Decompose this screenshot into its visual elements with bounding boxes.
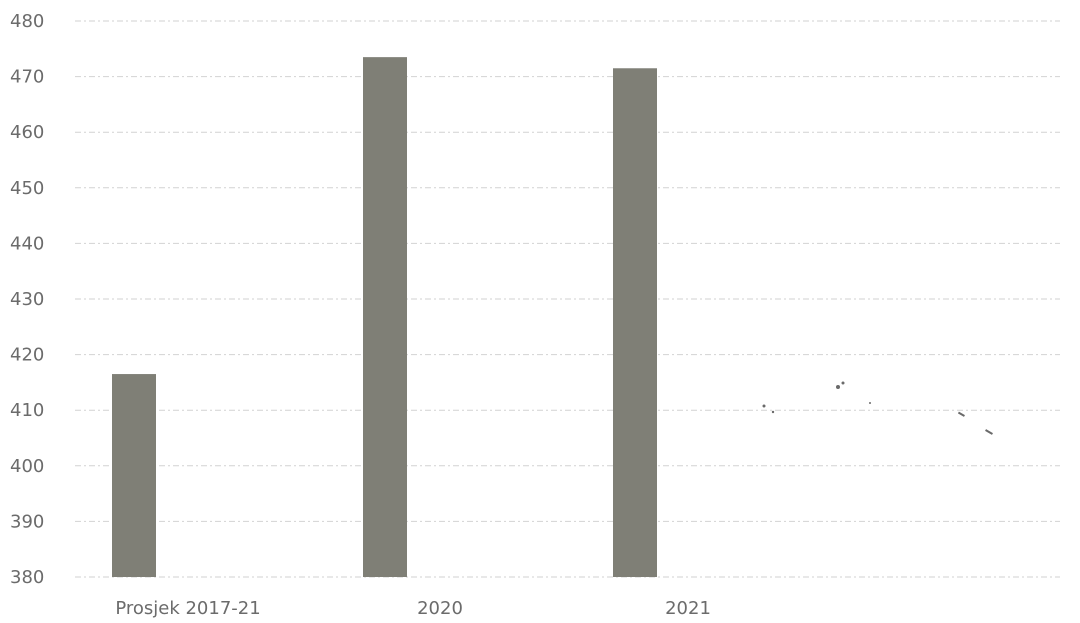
bar [112, 374, 156, 577]
scan-speck [841, 381, 845, 385]
scan-speck [957, 411, 965, 417]
x-axis-tick-labels: Prosjek 2017-21 2020 2021 [115, 598, 711, 619]
scan-specks [762, 381, 993, 435]
x-tick-label: Prosjek 2017-21 [115, 598, 260, 619]
scan-speck [985, 429, 993, 435]
bar [613, 68, 657, 577]
scan-speck [762, 404, 766, 408]
scan-speck [771, 410, 775, 414]
y-tick-label: 440 [10, 233, 44, 254]
scan-speck [836, 385, 840, 389]
y-tick-label: 410 [10, 400, 44, 421]
scan-speck [869, 402, 871, 404]
y-tick-label: 450 [10, 178, 44, 199]
y-tick-label: 400 [10, 456, 44, 477]
y-axis-tick-labels: 380 390 400 410 420 430 440 450 460 470 480 [10, 11, 44, 588]
bars [112, 57, 657, 577]
y-tick-label: 430 [10, 289, 44, 310]
gridlines [75, 20, 1060, 578]
x-tick-label: 2020 [417, 598, 463, 619]
y-tick-label: 460 [10, 122, 44, 143]
bar [363, 57, 407, 577]
y-tick-label: 480 [10, 11, 44, 32]
y-tick-label: 390 [10, 511, 44, 532]
x-tick-label: 2021 [665, 598, 711, 619]
y-tick-label: 470 [10, 67, 44, 88]
y-tick-label: 420 [10, 345, 44, 366]
y-tick-label: 380 [10, 567, 44, 588]
